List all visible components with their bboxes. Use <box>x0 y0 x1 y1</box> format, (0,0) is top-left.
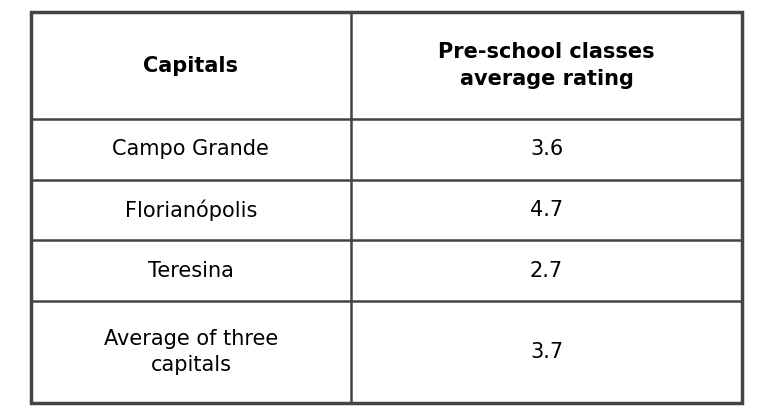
Text: 4.7: 4.7 <box>530 200 563 220</box>
Text: 3.7: 3.7 <box>530 342 563 362</box>
Text: Capitals: Capitals <box>144 56 238 76</box>
Text: Teresina: Teresina <box>148 261 234 281</box>
Text: Florianópolis: Florianópolis <box>124 199 257 221</box>
Text: Average of three
capitals: Average of three capitals <box>104 329 278 375</box>
Text: Campo Grande: Campo Grande <box>113 139 269 159</box>
Text: 3.6: 3.6 <box>530 139 564 159</box>
Text: 2.7: 2.7 <box>530 261 563 281</box>
Text: Pre-school classes
average rating: Pre-school classes average rating <box>438 42 655 89</box>
